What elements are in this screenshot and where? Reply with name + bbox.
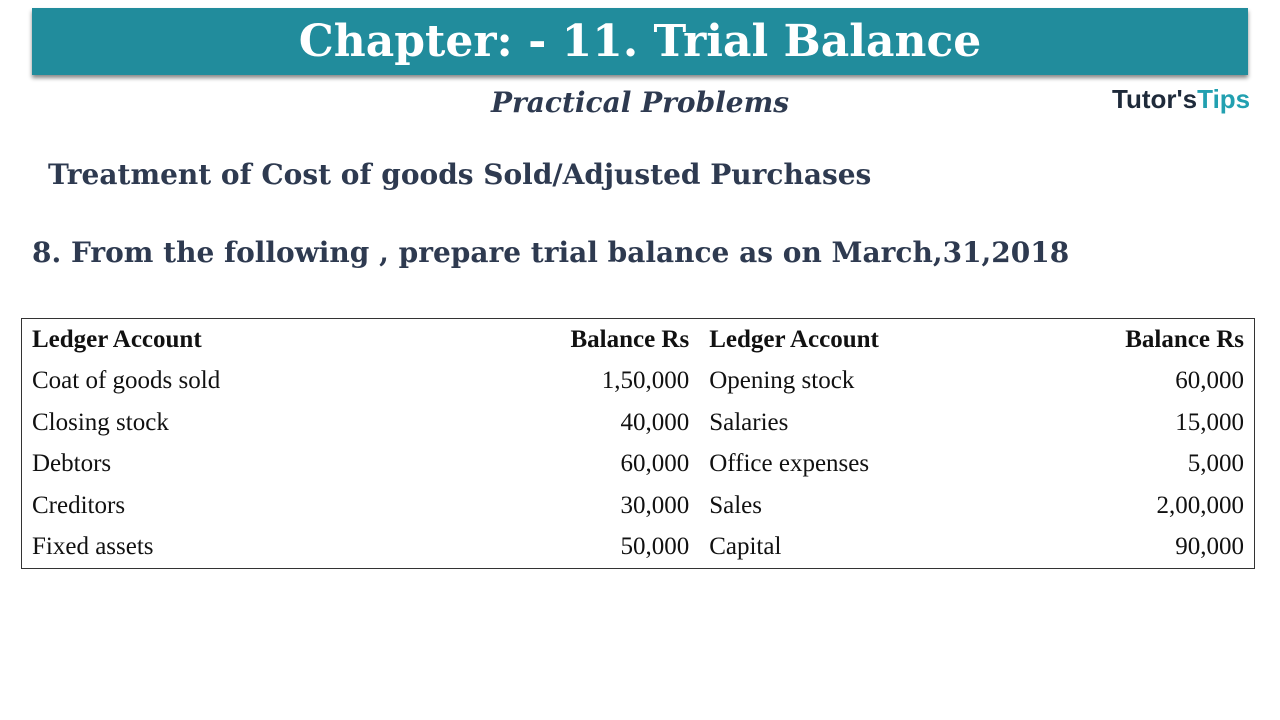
- cell: Creditors: [32, 491, 126, 519]
- cell: 60,000: [620, 450, 690, 478]
- cell: Opening stock: [709, 367, 855, 395]
- row: Coat of goods sold 1,50,000 Opening stock 6…: [22, 361, 1255, 403]
- row: Fixed assets 50,000 Capital 90,000: [22, 527, 1255, 569]
- cell: 2,00,000: [1156, 491, 1245, 519]
- cell: Office expenses: [709, 450, 870, 478]
- logo-text: T: [1197, 84, 1213, 114]
- header-row: Ledger Account Balance Rs Ledger Account Ba…: [22, 319, 1255, 361]
- logo-text: utor's: [1125, 84, 1198, 114]
- cell: 50,000: [620, 533, 690, 561]
- cell: 15,000: [1175, 408, 1244, 436]
- title-banner: Chapter: - 11. Trial Balance: [32, 8, 1248, 75]
- cell: Ledger Account: [32, 325, 202, 353]
- cell: Salaries: [709, 408, 789, 436]
- logo: Tutor'sTips: [1112, 84, 1250, 115]
- logo-text: T: [1112, 84, 1126, 114]
- cell: Fixed assets: [32, 533, 154, 561]
- cell: Sales: [709, 491, 762, 519]
- section-title: Treatment of Cost of goods Sold/Adjusted…: [48, 158, 872, 191]
- ledger-table: Ledger Account Balance Rs Ledger Account Ba…: [21, 318, 1255, 569]
- cell: 40,000: [620, 408, 690, 436]
- question: 8. From the following , prepare trial ba…: [32, 236, 1070, 269]
- row: Closing stock 40,000 Salaries 15,000: [22, 402, 1255, 444]
- cell: 90,000: [1175, 533, 1244, 561]
- cell: Balance Rs: [1125, 325, 1244, 353]
- subtitle: Practical Problems: [490, 86, 790, 119]
- row: Creditors 30,000 Sales 2,00,000: [22, 485, 1255, 527]
- cell: Ledger Account: [709, 325, 879, 353]
- cell: Debtors: [32, 450, 112, 478]
- cell: 30,000: [620, 491, 690, 519]
- cell: Balance Rs: [570, 325, 690, 353]
- cell: 5,000: [1187, 450, 1244, 478]
- cell: 60,000: [1175, 367, 1244, 395]
- logo-text: ips: [1212, 84, 1251, 114]
- cell: Capital: [709, 533, 782, 561]
- cell: Closing stock: [32, 408, 169, 436]
- cell: 1,50,000: [601, 367, 690, 395]
- row: Debtors 60,000 Office expenses 5,000: [22, 444, 1255, 486]
- cell: Coat of goods sold: [32, 367, 221, 395]
